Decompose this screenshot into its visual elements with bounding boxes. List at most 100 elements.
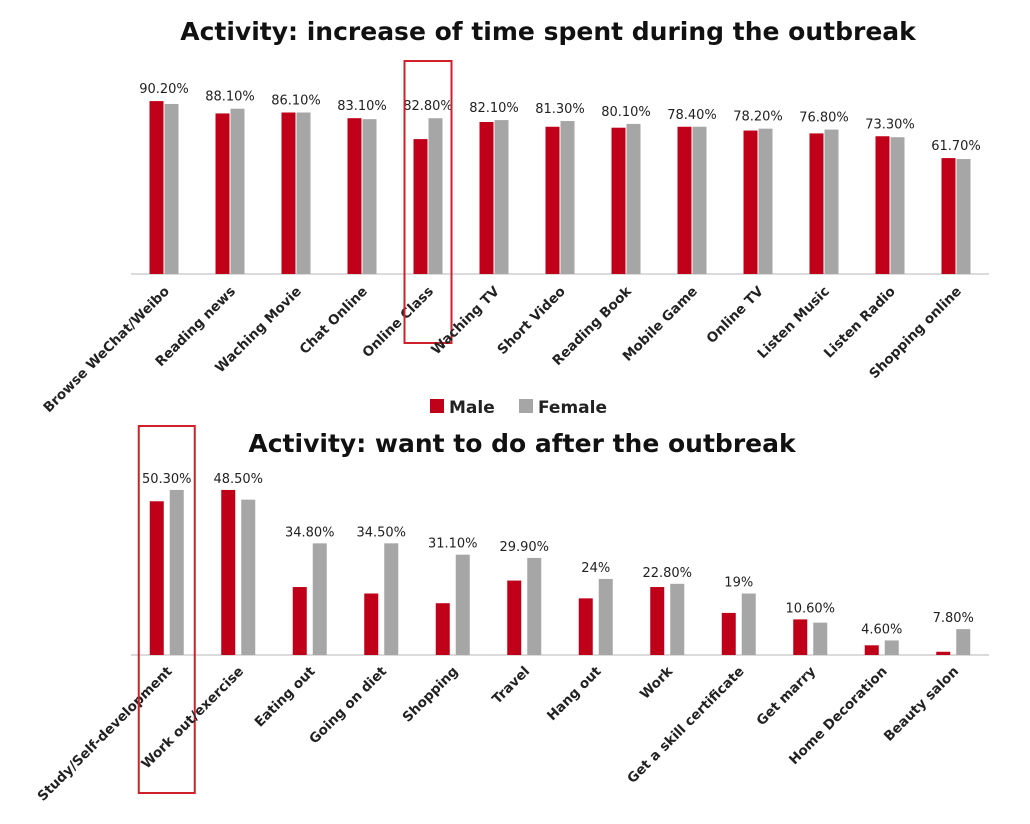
category-label-waching-tv: Waching TV [428,283,503,358]
data-label-waching-movie: 86.10% [271,94,321,109]
category-label-get-marry: Get marry [754,663,820,729]
bar-female-get-a-skill-certificate [741,593,756,655]
data-label-study-self-development: 50.30% [142,472,192,487]
bar-male-home-decoration [864,645,879,655]
bar-male-reading-news [215,113,230,274]
category-label-study-self-development: Study/Self-development [34,663,175,804]
bar-male-eating-out [292,587,307,655]
bar-female-travel [527,557,542,655]
data-label-shopping-online: 61.70% [931,139,981,154]
data-label-going-on-diet: 34.50% [356,525,406,540]
bar-female-waching-tv [494,120,509,274]
legend-male-label: Male [449,398,495,418]
bar-male-hang-out [578,598,593,655]
bar-male-listen-radio [875,136,890,274]
bar-male-chat-online [347,118,362,274]
category-label-online-class: Online Class [359,284,436,361]
bar-male-shopping-online [941,158,956,274]
data-label-listen-music: 76.80% [799,111,849,126]
legend-male-swatch [430,399,444,413]
data-label-browse-wechat-weibo: 90.20% [139,82,189,97]
bar-female-online-tv [758,128,773,274]
data-label-get-marry: 10.60% [785,601,835,616]
bar-male-mobile-game [677,126,692,274]
bar-male-listen-music [809,133,824,274]
highlight-box-online-class [403,60,453,344]
bar-male-work-out-exercise [221,489,236,655]
bar-female-waching-movie [296,112,311,274]
data-label-beauty-salon: 7.80% [933,611,974,626]
bar-female-eating-out [312,543,327,655]
bar-female-work-out-exercise [241,499,256,655]
bar-female-shopping [455,554,470,655]
data-label-work-out-exercise: 48.50% [213,472,263,487]
bar-female-mobile-game [692,126,707,274]
category-label-work: Work [637,663,677,703]
legend-female-swatch [519,399,533,413]
bar-female-listen-radio [890,137,905,274]
bar-male-waching-movie [281,112,296,274]
category-label-browse-wechat-weibo: Browse WeChat/Weibo [40,284,172,416]
category-label-beauty-salon: Beauty salon [881,664,962,745]
data-label-mobile-game: 78.40% [667,108,717,123]
bar-female-reading-news [230,108,245,274]
category-label-hang-out: Hang out [544,663,605,724]
category-label-going-on-diet: Going on diet [306,663,390,747]
bar-female-work [670,583,685,655]
data-label-listen-radio: 73.30% [865,117,915,132]
bar-male-work [650,587,665,655]
bar-female-online-class [428,118,443,274]
bar-male-online-class [413,139,428,274]
bar-male-get-marry [793,619,808,655]
bar-male-browse-wechat-weibo [149,101,164,274]
legend: Male Female [430,398,607,418]
bar-male-beauty-salon [936,651,951,655]
category-label-travel: Travel [489,664,533,708]
legend-female-label: Female [538,398,607,418]
bar-male-short-video [545,126,560,274]
bar-female-shopping-online [956,159,971,274]
bar-male-waching-tv [479,122,494,274]
category-label-eating-out: Eating out [252,663,319,730]
data-label-shopping: 31.10% [428,537,478,552]
category-label-chat-online: Chat Online [297,284,371,358]
bar-male-shopping [435,603,450,655]
bar-male-travel [507,580,522,655]
data-label-hang-out: 24% [581,561,610,576]
bar-female-study-self-development [169,489,184,655]
data-label-reading-book: 80.10% [601,105,651,120]
category-label-short-video: Short Video [494,284,569,359]
bar-male-study-self-development [149,501,164,655]
bar-female-home-decoration [884,640,899,655]
category-label-get-a-skill-certificate: Get a skill certificate [624,664,747,787]
data-label-waching-tv: 82.10% [469,101,519,116]
data-label-travel: 29.90% [499,540,549,555]
bar-female-get-marry [813,622,828,655]
bar-female-beauty-salon [956,629,971,655]
bar-male-online-tv [743,130,758,274]
chart-2-title: Activity: want to do after the outbreak [248,429,797,458]
chart-1-title: Activity: increase of time spent during … [180,17,917,46]
data-label-eating-out: 34.80% [285,525,335,540]
data-label-chat-online: 83.10% [337,99,387,114]
bar-female-reading-book [626,123,641,275]
data-label-short-video: 81.30% [535,102,585,117]
data-label-online-tv: 78.20% [733,110,783,125]
bar-male-get-a-skill-certificate [721,612,736,655]
category-label-shopping: Shopping [399,664,461,726]
data-label-work: 22.80% [642,566,692,581]
data-label-online-class: 82.80% [403,99,453,114]
bar-female-chat-online [362,119,377,275]
bar-female-short-video [560,121,575,274]
category-label-online-tv: Online TV [704,283,768,347]
bar-female-browse-wechat-weibo [164,103,179,274]
bar-female-going-on-diet [384,543,399,655]
highlight-box-study-self-development [137,425,196,794]
bar-male-reading-book [611,127,626,274]
data-label-get-a-skill-certificate: 19% [724,576,753,591]
data-label-home-decoration: 4.60% [861,622,902,637]
data-label-reading-news: 88.10% [205,90,255,105]
bar-female-hang-out [598,578,613,655]
